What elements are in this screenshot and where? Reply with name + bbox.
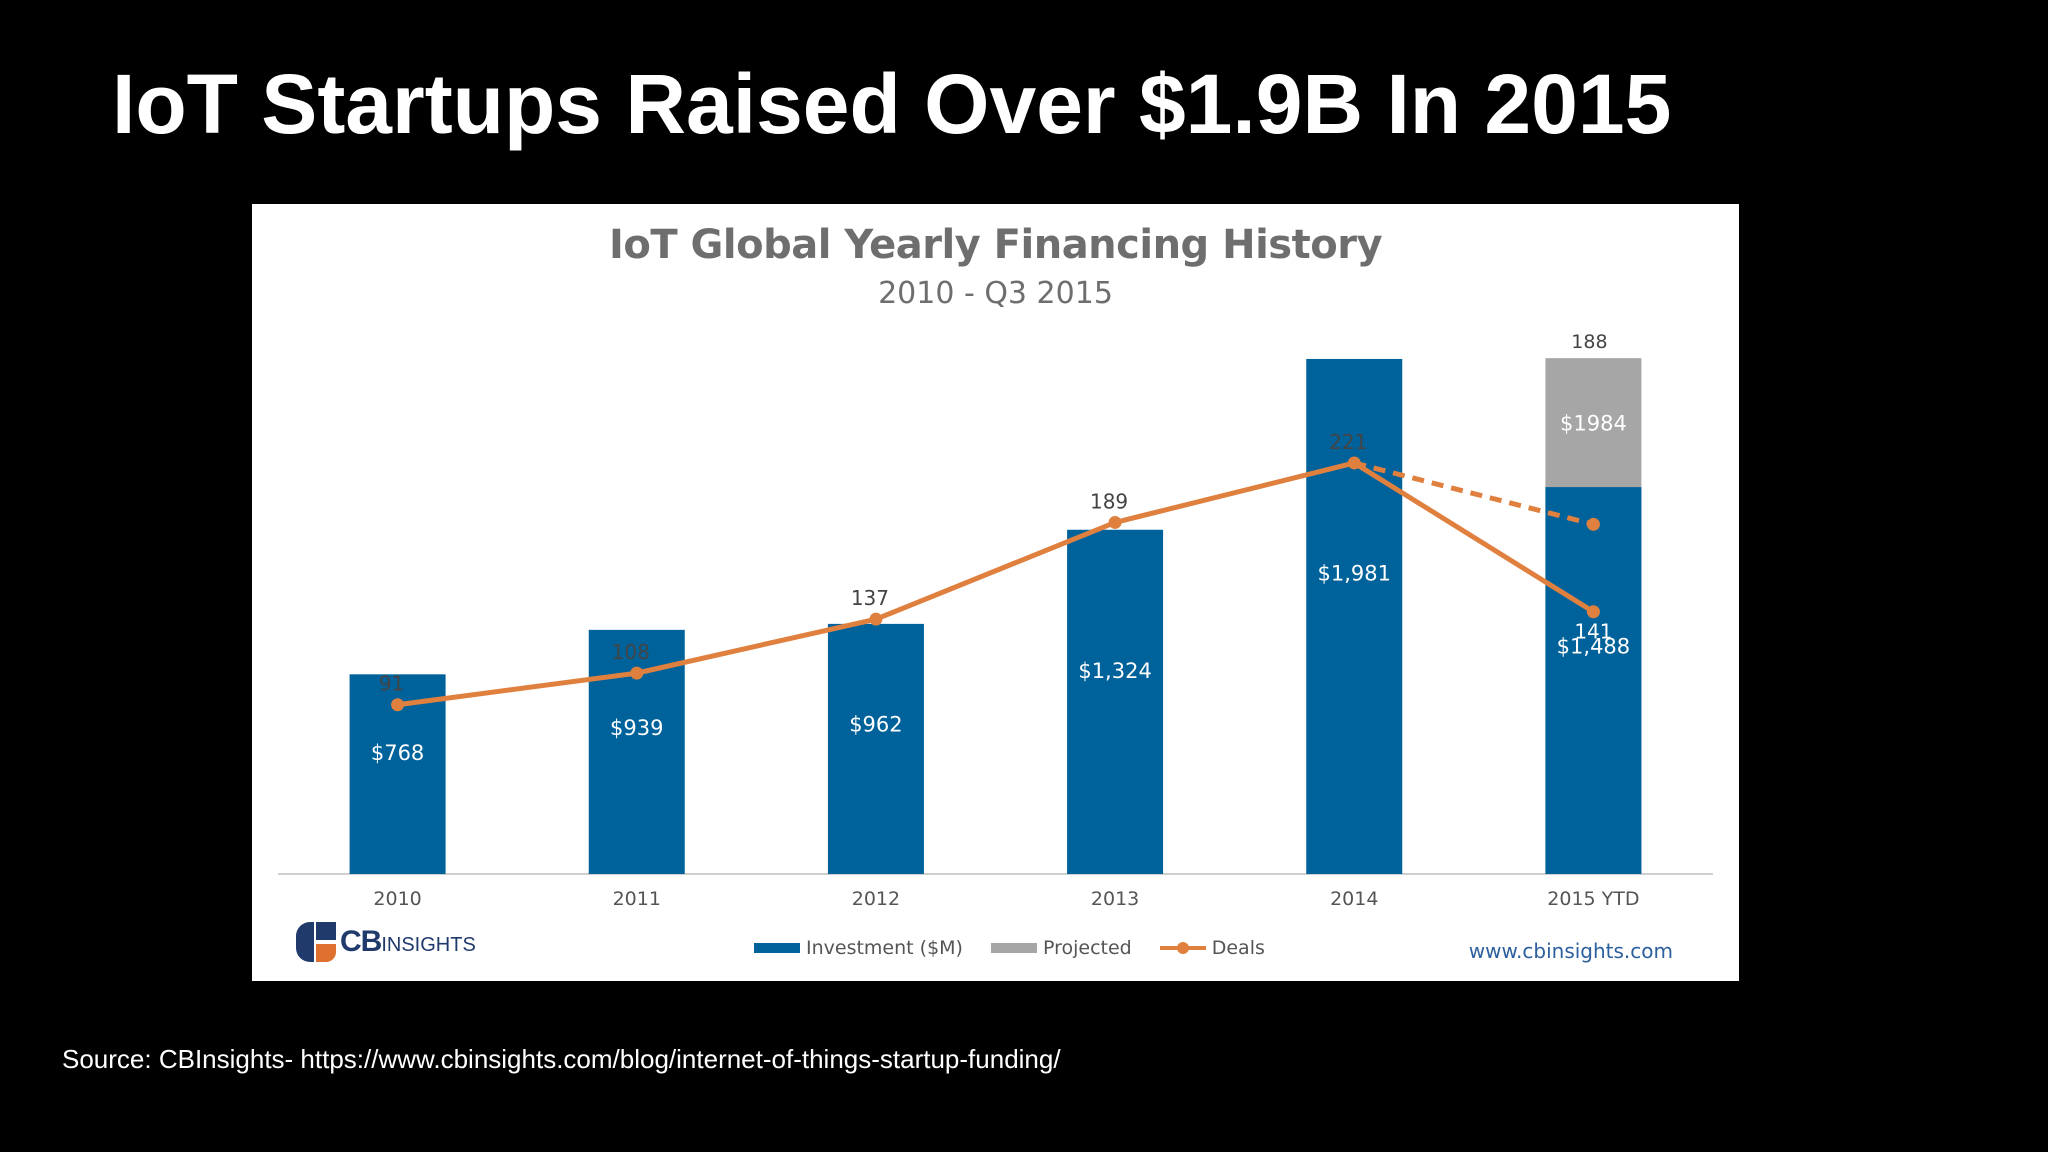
deals-point-4 xyxy=(1347,456,1361,470)
chart-title: IoT Global Yearly Financing History xyxy=(608,222,1383,268)
deals-point-1 xyxy=(630,666,644,680)
deals-line xyxy=(397,460,1595,708)
bar-label-investment-0: $768 xyxy=(371,741,424,765)
deals-line-projected xyxy=(1353,460,1595,527)
bar-label-investment-1: $939 xyxy=(610,716,663,740)
deals-label-0: 91 xyxy=(379,672,404,696)
legend-label-projected: Projected xyxy=(1042,937,1132,959)
chart-plot: $768 $939 $962 $1,324 $1,981 $1,488 $1984 2010 2… xyxy=(278,331,1713,910)
bar-label-investment-3: $1,324 xyxy=(1078,659,1151,683)
x-tick-label-4: 2014 xyxy=(1330,888,1378,910)
source-citation: Source: CBInsights- https://www.cbinsigh… xyxy=(62,1044,1061,1074)
chart-subtitle: 2010 - Q3 2015 xyxy=(878,276,1113,311)
deals-point-projected-5 xyxy=(1586,517,1600,531)
x-tick-label-5: 2015 YTD xyxy=(1547,888,1639,910)
deals-point-5 xyxy=(1586,605,1600,619)
bar-label-investment-5: $1,488 xyxy=(1557,634,1630,658)
legend-swatch-investment xyxy=(754,943,800,953)
x-tick-label-1: 2011 xyxy=(613,888,661,910)
bar-investment-5 xyxy=(1545,487,1642,874)
x-tick-label-2: 2012 xyxy=(852,888,900,910)
deals-label-2: 137 xyxy=(851,586,889,610)
bar-label-projected-5: $1984 xyxy=(1560,412,1627,436)
deals-label-5: 141 xyxy=(1574,620,1612,644)
deals-label-3: 189 xyxy=(1090,489,1128,513)
legend-label-deals: Deals xyxy=(1211,937,1265,959)
deals-point-2 xyxy=(869,612,883,626)
legend-swatch-deals xyxy=(1159,942,1206,954)
deals-point-3 xyxy=(1108,515,1122,529)
deals-label-4: 221 xyxy=(1329,430,1367,454)
cbinsights-logo-icon xyxy=(296,922,336,962)
slide-title: IoT Startups Raised Over $1.9B In 2015 xyxy=(112,57,1672,151)
x-tick-label-0: 2010 xyxy=(373,888,421,910)
legend-item-investment: Investment ($M) xyxy=(754,937,963,959)
deals-point-0 xyxy=(391,698,405,712)
site-url: www.cbinsights.com xyxy=(1468,939,1673,963)
logo-wordmark: CBINSIGHTS xyxy=(340,925,476,958)
cbinsights-logo: CBINSIGHTS xyxy=(296,922,476,962)
legend-item-projected: Projected xyxy=(990,937,1132,959)
legend-item-deals: Deals xyxy=(1159,937,1265,959)
chart-panel: IoT Global Yearly Financing History 2010… xyxy=(252,204,1739,981)
bar-label-investment-4: $1,981 xyxy=(1318,561,1391,585)
bar-investment-2 xyxy=(827,623,924,874)
deals-label-projected-5: 188 xyxy=(1571,331,1607,353)
legend-swatch-projected xyxy=(990,943,1037,953)
chart-legend: Investment ($M) Projected Deals xyxy=(754,937,1293,959)
legend-label-investment: Investment ($M) xyxy=(806,937,963,959)
x-tick-label-3: 2013 xyxy=(1091,888,1139,910)
deals-label-1: 108 xyxy=(612,640,650,664)
bar-investment-4 xyxy=(1306,358,1403,874)
bar-investment-3 xyxy=(1067,529,1164,874)
bar-label-investment-2: $962 xyxy=(849,712,902,736)
